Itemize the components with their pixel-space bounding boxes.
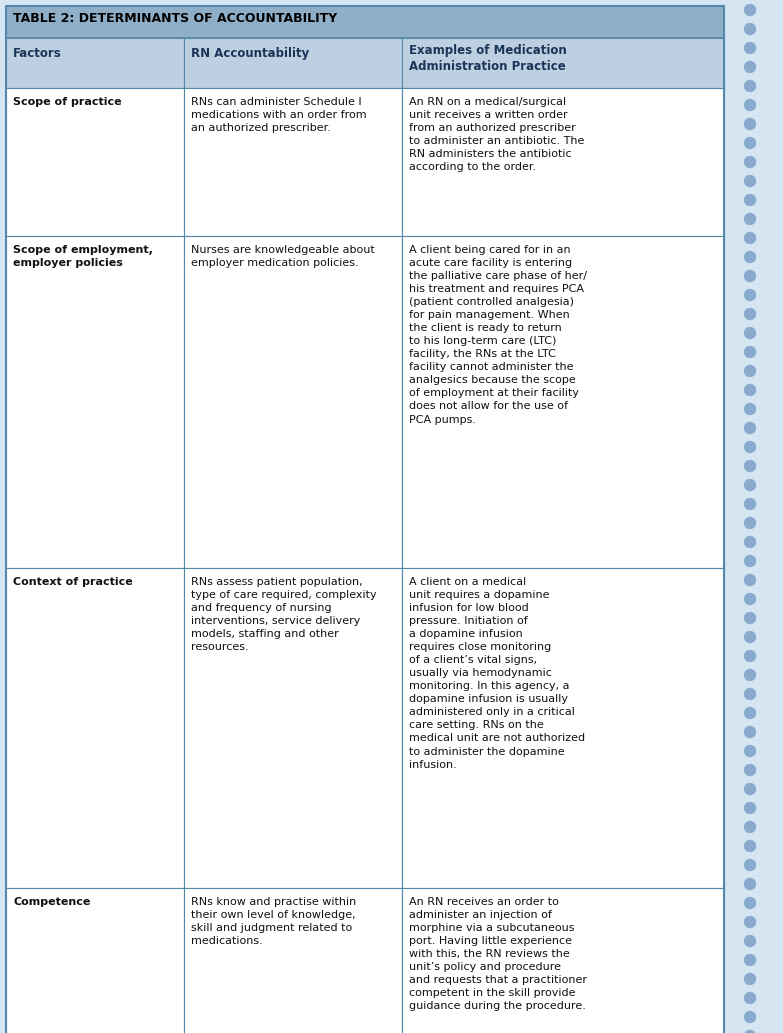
Circle shape <box>745 574 756 586</box>
Circle shape <box>745 916 756 928</box>
Bar <box>184 236 402 568</box>
Circle shape <box>745 859 756 871</box>
Bar <box>6 6 724 38</box>
Text: RNs assess patient population,
type of care required, complexity
and frequency o: RNs assess patient population, type of c… <box>191 577 377 652</box>
Bar <box>402 568 724 888</box>
Text: Competence: Competence <box>13 897 90 907</box>
Circle shape <box>745 309 756 319</box>
Text: Examples of Medication
Administration Practice: Examples of Medication Administration Pr… <box>409 44 567 73</box>
Text: Factors: Factors <box>13 46 62 60</box>
Bar <box>6 568 184 888</box>
Circle shape <box>745 993 756 1003</box>
Circle shape <box>745 479 756 491</box>
Circle shape <box>745 384 756 396</box>
Circle shape <box>745 24 756 34</box>
Circle shape <box>745 289 756 301</box>
Circle shape <box>745 81 756 92</box>
Circle shape <box>745 214 756 224</box>
Text: Scope of employment,
employer policies: Scope of employment, employer policies <box>13 245 153 268</box>
Bar <box>184 888 402 1033</box>
Bar <box>402 888 724 1033</box>
Circle shape <box>745 157 756 167</box>
Text: Nurses are knowledgeable about
employer medication policies.: Nurses are knowledgeable about employer … <box>191 245 375 268</box>
Circle shape <box>745 821 756 833</box>
Text: A client on a medical
unit requires a dopamine
infusion for low blood
pressure. : A client on a medical unit requires a do… <box>409 577 585 770</box>
Circle shape <box>745 327 756 339</box>
Circle shape <box>745 176 756 187</box>
Circle shape <box>745 631 756 643</box>
Bar <box>6 236 184 568</box>
Bar <box>6 888 184 1033</box>
Circle shape <box>745 764 756 776</box>
Bar <box>184 568 402 888</box>
Circle shape <box>745 42 756 54</box>
Circle shape <box>745 441 756 452</box>
Circle shape <box>745 1031 756 1033</box>
Circle shape <box>745 746 756 756</box>
Circle shape <box>745 954 756 966</box>
Circle shape <box>745 973 756 984</box>
Circle shape <box>745 461 756 471</box>
Circle shape <box>745 783 756 794</box>
Text: Context of practice: Context of practice <box>13 577 133 587</box>
Circle shape <box>745 194 756 206</box>
Circle shape <box>745 99 756 111</box>
Circle shape <box>745 366 756 376</box>
Circle shape <box>745 499 756 509</box>
Circle shape <box>745 878 756 889</box>
Circle shape <box>745 708 756 719</box>
Circle shape <box>745 689 756 699</box>
Circle shape <box>745 137 756 149</box>
Circle shape <box>745 1011 756 1023</box>
Text: TABLE 2: DETERMINANTS OF ACCOUNTABILITY: TABLE 2: DETERMINANTS OF ACCOUNTABILITY <box>13 12 337 25</box>
Circle shape <box>745 841 756 851</box>
Circle shape <box>745 669 756 681</box>
Bar <box>402 236 724 568</box>
Circle shape <box>745 936 756 946</box>
Text: RNs know and practise within
their own level of knowledge,
skill and judgment re: RNs know and practise within their own l… <box>191 897 356 946</box>
Circle shape <box>745 404 756 414</box>
Text: A client being cared for in an
acute care facility is entering
the palliative ca: A client being cared for in an acute car… <box>409 245 587 425</box>
Circle shape <box>745 726 756 738</box>
Circle shape <box>745 232 756 244</box>
Circle shape <box>745 556 756 566</box>
Text: An RN on a medical/surgical
unit receives a written order
from an authorized pre: An RN on a medical/surgical unit receive… <box>409 97 584 173</box>
Circle shape <box>745 613 756 624</box>
Circle shape <box>745 536 756 547</box>
Circle shape <box>745 251 756 262</box>
Bar <box>402 88 724 236</box>
Circle shape <box>745 119 756 129</box>
Text: An RN receives an order to
administer an injection of
morphine via a subcutaneou: An RN receives an order to administer an… <box>409 897 587 1011</box>
Circle shape <box>745 346 756 357</box>
Circle shape <box>745 518 756 529</box>
Bar <box>402 38 724 88</box>
Text: RNs can administer Schedule I
medications with an order from
an authorized presc: RNs can administer Schedule I medication… <box>191 97 366 133</box>
Text: RN Accountability: RN Accountability <box>191 46 309 60</box>
Circle shape <box>745 594 756 604</box>
Bar <box>184 88 402 236</box>
Circle shape <box>745 803 756 814</box>
Circle shape <box>745 62 756 72</box>
Bar <box>6 38 184 88</box>
Bar <box>184 38 402 88</box>
Circle shape <box>745 271 756 282</box>
Circle shape <box>745 651 756 661</box>
Circle shape <box>745 422 756 434</box>
Text: Scope of practice: Scope of practice <box>13 97 121 107</box>
Circle shape <box>745 4 756 15</box>
Bar <box>6 88 184 236</box>
Circle shape <box>745 898 756 908</box>
